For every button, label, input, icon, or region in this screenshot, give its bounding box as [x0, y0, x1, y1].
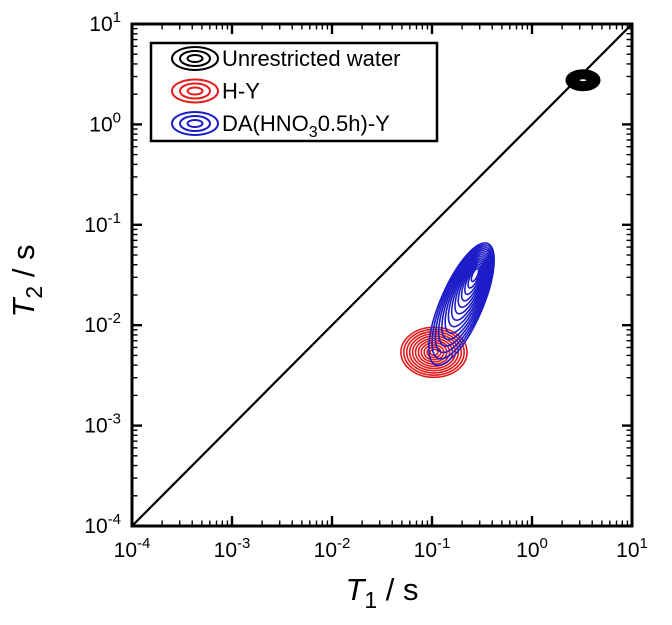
contour-ring [470, 267, 480, 283]
contour-ring [460, 261, 484, 302]
contour-ring [408, 333, 460, 372]
contour-ring [568, 70, 598, 90]
legend-item: H-Y [171, 78, 260, 104]
legend-label: DA(HNO30.5h)-Y [222, 111, 390, 141]
contour-ring [434, 246, 493, 354]
y-tick-label: 100 [89, 109, 121, 136]
axes-layer [130, 22, 634, 528]
legend-item: DA(HNO30.5h)-Y [171, 111, 390, 141]
tick-label-layer: 10-4 10-3 10-2 10-1 100 101 10-4 10-3 10-2 10-1 10… [84, 9, 648, 562]
y-tick-label: 10-4 [84, 511, 121, 538]
contour-series-da-hno3-0-5h-y [428, 242, 495, 367]
x-tick-label: 10-1 [414, 535, 451, 562]
contour-layer [400, 69, 601, 379]
contour-legend-icon [186, 119, 204, 128]
axis-title-layer: T1 / s T2 / s [6, 244, 419, 613]
y-axis-title: T2 / s [6, 244, 47, 317]
contour-legend-icon [171, 111, 219, 136]
contour-ring [576, 76, 590, 85]
contour-ring [441, 249, 491, 341]
contour-ring [447, 253, 488, 328]
contour-ring [405, 330, 463, 374]
x-tick-label: 10-3 [214, 535, 251, 562]
y-tick-label: 10-3 [84, 411, 121, 438]
contour-legend-icon [186, 54, 204, 63]
x-axis-title: T1 / s [345, 572, 418, 613]
legend-item: Unrestricted water [171, 46, 401, 71]
x-tick-label: 100 [516, 535, 548, 562]
contour-ring [565, 69, 601, 92]
contour-series-unrestricted-water [565, 69, 601, 92]
contour-legend-icon [171, 46, 219, 71]
legend-label: Unrestricted water [222, 46, 401, 71]
contour-ring [464, 263, 482, 296]
contour-ring [457, 259, 485, 309]
contour-ring [431, 244, 494, 360]
contour-legend-icon [179, 82, 211, 100]
x-tick-label: 101 [616, 535, 648, 562]
legend-layer: Unrestricted water H-Y DA(HNO30.5h)-Y [149, 41, 439, 143]
diagonal-line-layer [131, 23, 633, 527]
legend-box [149, 41, 439, 143]
contour-ring [411, 335, 457, 370]
x-tick-label: 10-4 [114, 535, 151, 562]
contour-ring [437, 247, 492, 347]
contour-legend-icon [186, 86, 204, 96]
identity-line [131, 23, 633, 527]
contour-legend-icon [171, 78, 219, 104]
contour-ring [450, 255, 487, 322]
y-tick-label: 10-2 [84, 310, 121, 337]
y-tick-label: 10-1 [84, 210, 121, 237]
contour-ring [573, 74, 593, 86]
legend-label: H-Y [222, 79, 260, 104]
contour-ring [454, 257, 486, 315]
plot-frame [130, 22, 634, 528]
x-tick-label: 10-2 [314, 535, 351, 562]
y-tick-label: 101 [89, 9, 121, 36]
contour-legend-icon [179, 115, 211, 132]
contour-ring [428, 242, 495, 367]
contour-ring [467, 265, 481, 289]
contour-ring [444, 251, 489, 334]
contour-ring [570, 72, 596, 88]
contour-legend-icon [179, 50, 211, 67]
